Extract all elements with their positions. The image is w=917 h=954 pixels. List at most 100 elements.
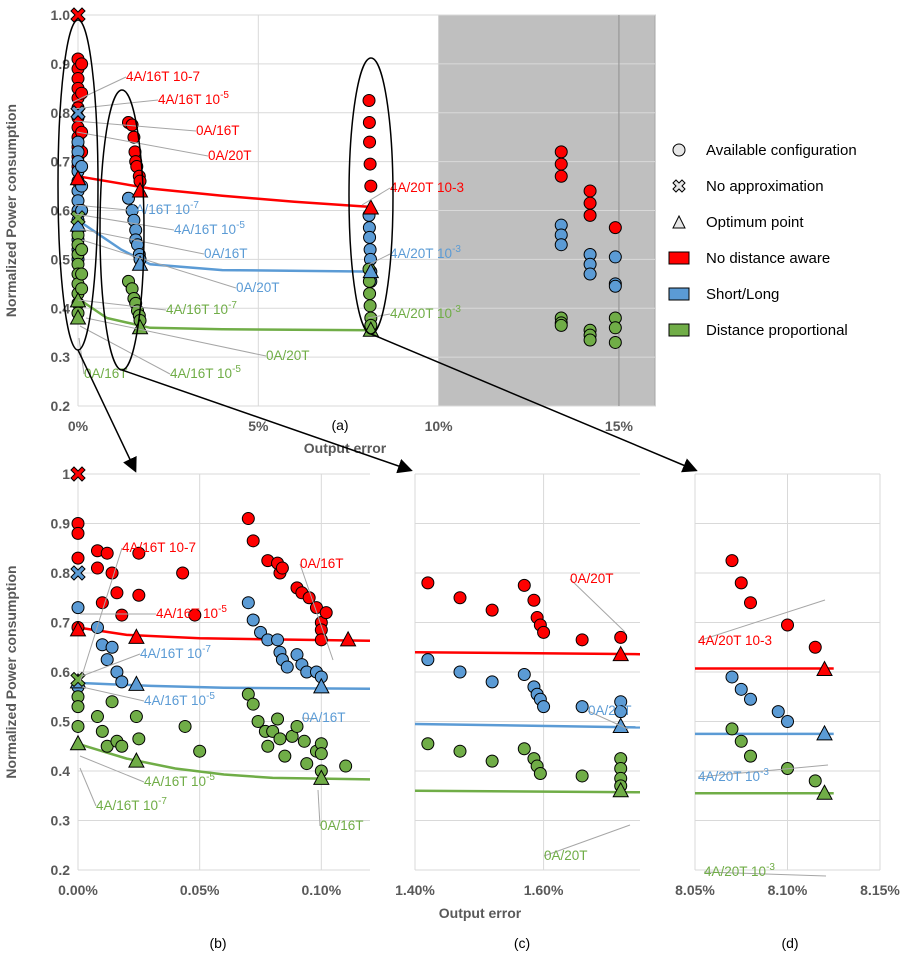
x-tick-label: 5% — [248, 418, 269, 434]
data-point-blue — [744, 692, 757, 706]
annotation-label: 4A/16T 10-7 — [140, 644, 211, 661]
annotation-label: 0A/16T — [84, 366, 128, 381]
legend-item: Available configuration — [668, 132, 917, 168]
zoom-arrow — [77, 349, 137, 473]
optimum-point-green — [312, 769, 330, 785]
data-point-red — [554, 157, 568, 171]
data-point-green — [485, 754, 499, 768]
data-point-red — [527, 593, 541, 607]
x-tick-label: 1.40% — [395, 882, 435, 898]
data-point-red — [275, 561, 289, 575]
data-point-blue — [517, 667, 531, 681]
optimum-point-green — [69, 734, 87, 751]
y-tick-label: 0.9 — [51, 56, 71, 72]
no-approximation-point-blue — [70, 565, 86, 581]
y-tick-label: 0.2 — [51, 862, 71, 878]
legend-label: Short/Long — [706, 285, 780, 303]
annotation-leader — [703, 871, 827, 877]
data-point-red — [319, 606, 333, 620]
annotation-label: 4A/20T 10-3 — [698, 767, 769, 784]
chart-b: 0.2 0.3 0.4 0.5 0.6 0.7 0.8 0.9 1 0.00% 0.05% 0.10%… — [3, 466, 371, 898]
annotation-leader — [79, 325, 171, 375]
annotation-leader — [81, 686, 145, 702]
zoom-arrow — [121, 369, 413, 474]
data-point-red — [608, 221, 622, 235]
data-point-red — [90, 561, 104, 575]
annotation-label: 4A/20T 10-3 — [704, 862, 775, 879]
data-point-red — [421, 576, 435, 590]
annotation-label: 0A/20T — [266, 348, 310, 363]
data-point-blue — [363, 230, 377, 244]
optimum-point-green — [128, 752, 145, 768]
annotation-label: 4A/20T 10-3 — [390, 244, 461, 261]
optimum-point-green — [69, 308, 87, 325]
chart-a: 0.20.30.40.50.60.70.80.91.00% 5% 10% 15%Nor… — [3, 7, 656, 456]
annotation-label: 0A/16T — [302, 710, 346, 725]
x-tick-label: 1.60% — [524, 882, 564, 898]
rect-green-icon — [668, 322, 690, 338]
data-point-red — [781, 618, 794, 632]
y-tick-label: 0.4 — [51, 763, 71, 779]
optimum-point-green — [69, 291, 87, 308]
data-point-red — [176, 566, 190, 580]
rect-red-icon — [668, 250, 690, 266]
data-point-red — [363, 135, 377, 149]
annotation-label: 4A/20T 10-3 — [390, 304, 461, 321]
x-tick-label: 0.05% — [180, 882, 220, 898]
data-point-green — [808, 774, 822, 788]
data-point-red — [583, 208, 597, 222]
data-point-red — [362, 94, 376, 108]
y-tick-label: 0.8 — [51, 565, 71, 581]
data-point-green — [363, 287, 377, 301]
data-point-red — [364, 179, 378, 193]
legend-label: Available configuration — [706, 141, 857, 159]
annotation-leader — [361, 187, 391, 206]
data-point-blue — [75, 160, 89, 174]
data-point-blue — [453, 665, 467, 679]
data-point-green — [75, 282, 89, 296]
annotation-label: 0A/16T — [204, 246, 248, 261]
data-point-green — [132, 732, 146, 746]
x-tick-label: 8.10% — [768, 882, 808, 898]
annotation-leader — [81, 653, 141, 677]
annotation-label: 4A/16T 10-7 — [96, 796, 167, 813]
data-point-green — [725, 722, 739, 736]
data-point-red — [485, 603, 499, 617]
optimum-point-red — [612, 645, 630, 662]
y-tick-label: 0.5 — [51, 714, 71, 730]
data-point-green — [246, 697, 260, 711]
no-approximation-point-red — [70, 7, 86, 23]
data-point-green — [105, 695, 119, 709]
annotation-label: 0A/16T — [196, 123, 240, 138]
annotation-label: 0A/16T — [300, 556, 344, 571]
data-point-red — [132, 588, 146, 602]
data-point-red — [75, 57, 89, 71]
data-point-green — [734, 734, 748, 748]
annotation-label: 4A/16T 10-5 — [174, 220, 245, 237]
annotation-leader — [74, 204, 129, 211]
optimum-point-red — [69, 169, 87, 186]
legend-label: No approximation — [706, 177, 824, 195]
data-point-green — [339, 759, 353, 773]
optimum-point-green — [612, 781, 630, 798]
annotation-label: 0A/20T — [208, 148, 252, 163]
y-axis-label: Normalized Power consumption — [3, 104, 19, 317]
data-point-green — [517, 742, 531, 756]
annotation-label: 4A/16T 10-7 — [122, 540, 196, 555]
annotation-label: 4A/20T 10-3 — [698, 633, 772, 648]
data-point-red — [583, 196, 597, 210]
trend-line-red — [414, 650, 641, 656]
optimum-point-green — [816, 784, 833, 800]
trend-line-red — [77, 175, 374, 209]
annotation-leader — [81, 239, 237, 289]
x-tick-label: 15% — [605, 418, 634, 434]
x-axis-label: Output error — [439, 905, 522, 921]
annotation-leader — [79, 547, 123, 683]
annotation-leader — [74, 213, 175, 231]
rect-blue-icon — [668, 286, 690, 302]
legend-label: Optimum point — [706, 213, 804, 231]
annotation-leader — [72, 76, 127, 103]
annotation-label: 4A/16T 10-5 — [158, 90, 229, 107]
y-tick-label: 0.9 — [51, 516, 71, 532]
